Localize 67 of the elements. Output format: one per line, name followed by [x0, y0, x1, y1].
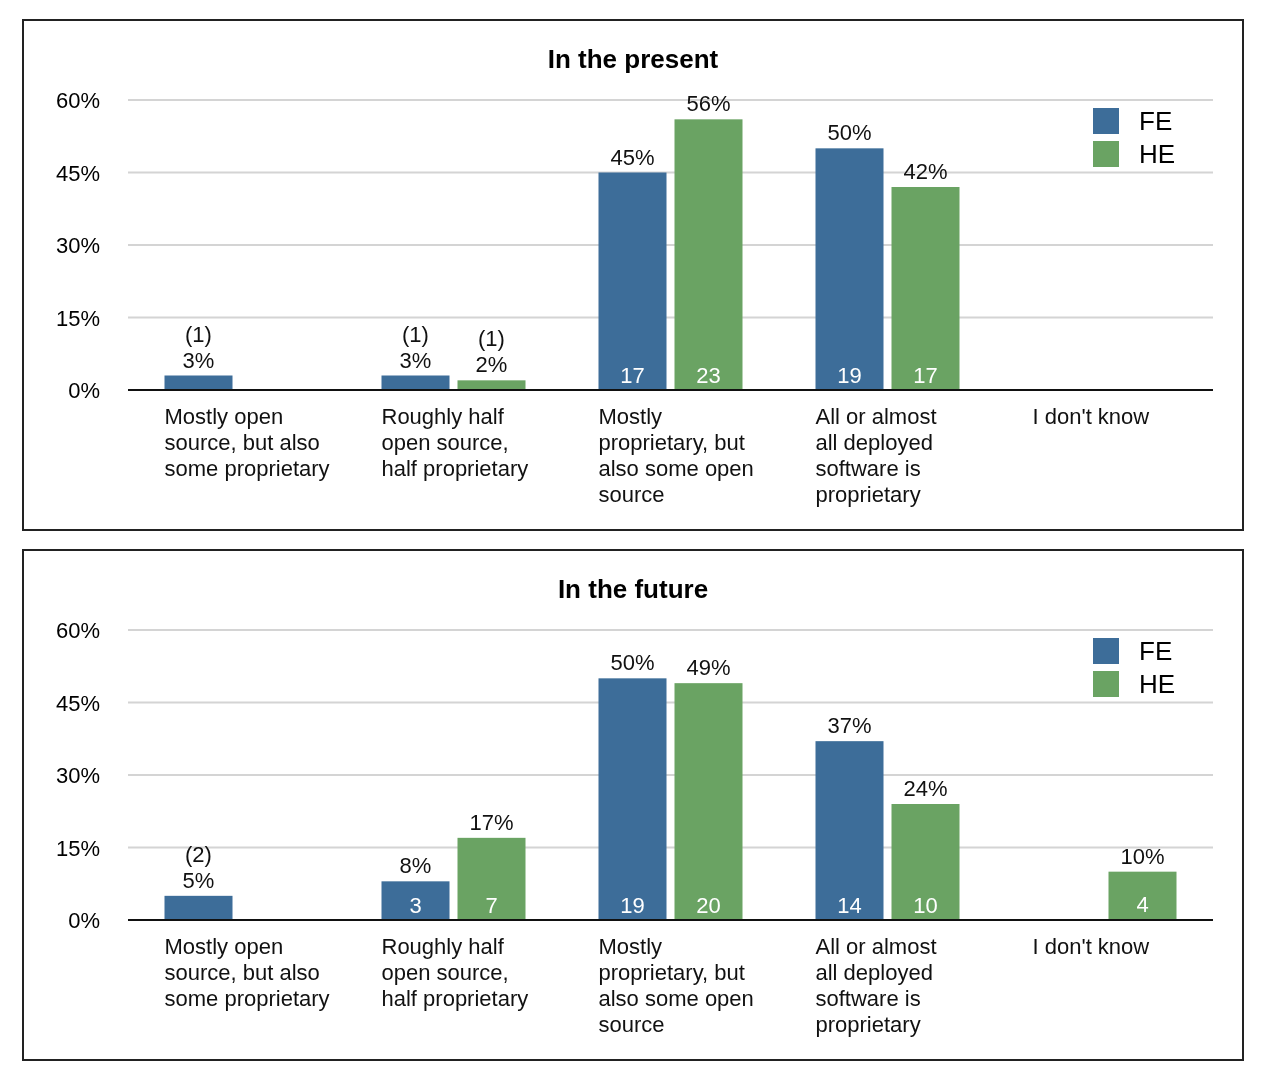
x-tick-label: Roughly half open source, half proprietary [381, 404, 529, 481]
x-tick-label: I don't know [1032, 404, 1150, 429]
annotation: 4 [1136, 892, 1149, 917]
data-label: 24% [903, 776, 948, 801]
y-tick-label: 15% [55, 305, 100, 331]
annotation: 19 [837, 362, 862, 388]
y-tick-label: 0% [68, 378, 100, 403]
y-tick-label: 45% [55, 160, 100, 186]
annotation: 23 [696, 362, 721, 388]
bar [598, 678, 667, 920]
bar [891, 804, 960, 920]
y-tick-label: 15% [55, 835, 100, 861]
annotation: 17 [620, 362, 645, 388]
annotation: 10 [913, 892, 938, 918]
bar [457, 837, 526, 920]
x-tick-label: Mostly proprietary, but also some open source [598, 934, 754, 1037]
annotation: 7 [485, 892, 498, 918]
bar [381, 881, 450, 920]
data-label: 10% [1120, 843, 1165, 869]
annotation: 20 [696, 892, 721, 918]
bar [598, 172, 667, 390]
bar [457, 380, 526, 390]
bar [815, 741, 884, 920]
bar [164, 375, 233, 390]
bar [674, 119, 743, 390]
data-label: (1) 3% [399, 321, 432, 373]
annotation: 14 [837, 892, 862, 918]
data-label: 56% [686, 91, 731, 117]
bar [815, 148, 884, 390]
bar [1108, 871, 1177, 920]
x-tick-label: Mostly proprietary, but also some open source [598, 404, 754, 507]
bar [164, 895, 233, 920]
data-label: 17% [469, 809, 514, 835]
annotation: 3 [409, 892, 422, 918]
chart-title: In the present [547, 44, 719, 74]
data-label: 45% [610, 144, 655, 170]
data-label: 50% [827, 120, 872, 146]
x-tick-label: Mostly open source, but also some proprietary [164, 934, 330, 1011]
y-tick-label: 60% [55, 618, 100, 643]
y-tick-label: 45% [55, 690, 100, 716]
data-label: (1) 3% [182, 321, 215, 373]
bar [674, 683, 743, 920]
data-label: (1) 2% [475, 326, 508, 378]
bar [381, 375, 450, 390]
bar [891, 187, 960, 390]
y-tick-label: 60% [55, 88, 100, 113]
data-label: 42% [903, 159, 948, 184]
legend-label: FE [1139, 636, 1173, 666]
x-tick-label: Mostly open source, but also some proprietary [164, 404, 330, 481]
data-label: 50% [610, 650, 655, 676]
legend-label: HE [1139, 139, 1176, 169]
y-tick-label: 30% [55, 763, 100, 788]
data-label: 8% [399, 853, 432, 879]
data-label: 37% [827, 713, 872, 739]
annotation: 19 [620, 892, 645, 918]
legend-label: FE [1139, 106, 1173, 136]
data-label: (2) 5% [182, 841, 215, 893]
data-label: 49% [686, 655, 731, 681]
x-tick-label: I don't know [1032, 934, 1150, 959]
y-tick-label: 30% [55, 233, 100, 258]
x-tick-label: All or almost all deployed software is proprietary [815, 934, 937, 1037]
annotation: 17 [913, 362, 938, 388]
x-tick-label: All or almost all deployed software is proprietary [815, 404, 937, 507]
legend-label: HE [1139, 669, 1176, 699]
chart-title: In the future [557, 574, 709, 604]
y-tick-label: 0% [68, 908, 100, 933]
x-tick-label: Roughly half open source, half proprietary [381, 934, 529, 1011]
